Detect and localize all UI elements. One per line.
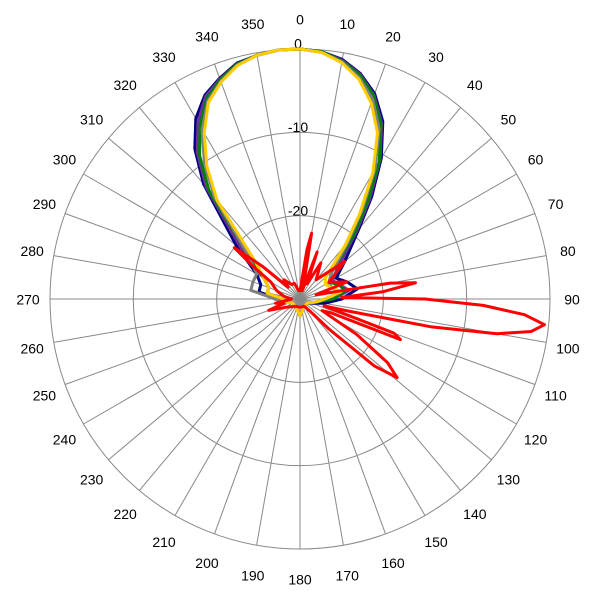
theta-tick-label: 30 (428, 49, 444, 65)
theta-tick-label: 240 (53, 432, 77, 448)
theta-tick-label: 50 (501, 112, 517, 128)
theta-tick-label: 20 (385, 29, 401, 45)
theta-tick-label: 150 (424, 534, 448, 550)
spoke (299, 298, 426, 516)
theta-tick-label: 90 (564, 292, 580, 308)
r-tick-label: -10 (288, 119, 308, 135)
theta-tick-label: 70 (548, 196, 564, 212)
theta-tick-label: 10 (339, 16, 355, 32)
spoke (256, 298, 301, 546)
theta-tick-label: 180 (288, 572, 312, 588)
r-tick-label: 0 (294, 36, 302, 52)
theta-tick-label: 280 (20, 243, 44, 259)
grid-circle (132, 131, 468, 467)
theta-tick-label: 210 (152, 534, 176, 550)
spoke (214, 63, 301, 300)
theta-tick-label: 290 (33, 196, 57, 212)
r-tick-label: -20 (288, 202, 308, 218)
spoke (214, 298, 301, 535)
theta-tick-label: 300 (53, 152, 77, 168)
spoke (299, 298, 386, 535)
theta-tick-label: 260 (20, 340, 44, 356)
spoke (299, 298, 492, 461)
spoke (64, 298, 301, 385)
theta-tick-label: 270 (16, 292, 40, 308)
spoke (53, 298, 301, 343)
theta-tick-label: 220 (113, 506, 137, 522)
theta-tick-label: 120 (524, 432, 548, 448)
series-line (200, 47, 381, 318)
theta-tick-label: 160 (381, 555, 405, 571)
theta-tick-label: 170 (336, 567, 360, 583)
spoke (83, 298, 301, 425)
theta-tick-label: 230 (80, 472, 104, 488)
theta-tick-label: 130 (497, 472, 521, 488)
theta-tick-label: 330 (152, 49, 176, 65)
theta-tick-label: 190 (241, 567, 265, 583)
series-line (193, 47, 385, 318)
series-line (195, 47, 384, 318)
series-line (202, 47, 379, 318)
spoke (299, 298, 462, 491)
theta-tick-label: 100 (556, 340, 580, 356)
spoke (299, 298, 547, 343)
spoke (138, 298, 301, 491)
theta-tick-label: 40 (467, 77, 483, 93)
spoke (299, 107, 462, 300)
theta-tick-label: 60 (528, 152, 544, 168)
series-line (198, 47, 383, 318)
series-line (232, 231, 546, 380)
spoke (256, 52, 301, 300)
theta-tick-label: 340 (195, 29, 219, 45)
spoke (174, 298, 301, 516)
theta-tick-label: 310 (80, 112, 104, 128)
spoke (299, 298, 344, 546)
theta-tick-label: 320 (113, 77, 137, 93)
theta-tick-label: 110 (544, 387, 567, 403)
theta-tick-label: 200 (195, 555, 219, 571)
spoke (108, 298, 301, 461)
theta-tick-label: 350 (241, 16, 265, 32)
theta-tick-label: 80 (560, 243, 576, 259)
theta-tick-label: 250 (33, 387, 57, 403)
theta-tick-label: 140 (463, 506, 487, 522)
theta-tick-label: 0 (296, 12, 304, 28)
